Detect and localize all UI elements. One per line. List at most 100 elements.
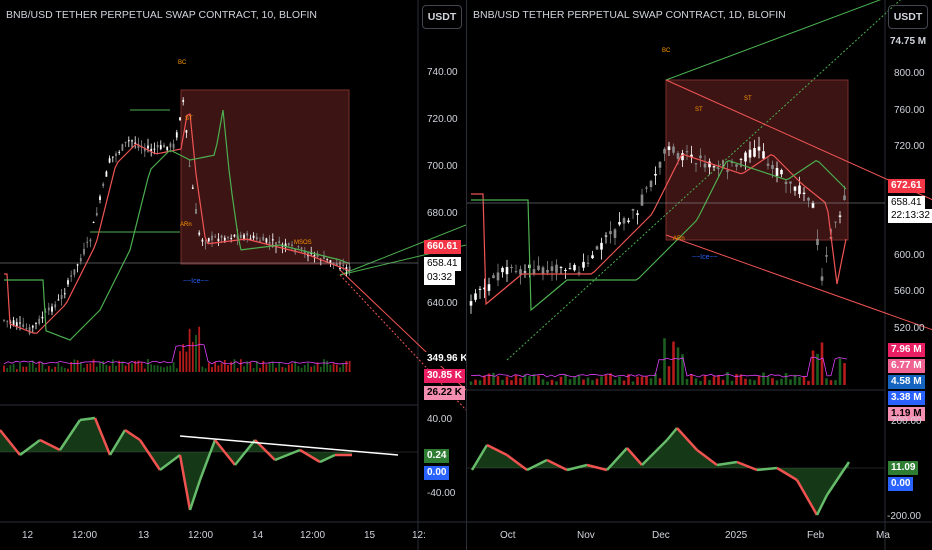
- volume-bar: [537, 375, 540, 385]
- volume-bar: [22, 366, 25, 372]
- volume-bar: [721, 379, 725, 385]
- volume-bar: [798, 376, 801, 385]
- candle-body: [118, 151, 121, 153]
- candle-body: [54, 304, 57, 308]
- candle-body: [67, 280, 69, 285]
- oscillator-line: [666, 427, 678, 441]
- time-label: Ma: [876, 530, 890, 541]
- chart-canvas-left[interactable]: [0, 0, 466, 550]
- volume-bar: [108, 365, 111, 372]
- candle-body: [182, 100, 185, 102]
- volume-bar: [166, 366, 169, 372]
- candle-body: [63, 293, 66, 295]
- volume-bar: [838, 358, 842, 385]
- volume-top-label: 74.75 M: [890, 36, 927, 47]
- candle-body: [568, 268, 572, 270]
- volume-bar: [843, 363, 846, 385]
- candle-body: [217, 238, 220, 242]
- volume-bar: [474, 379, 477, 385]
- candle-body: [195, 209, 197, 214]
- candle-body: [739, 158, 743, 160]
- candle-body: [239, 234, 242, 239]
- volume-bar: [60, 366, 63, 372]
- volume-bar: [153, 365, 156, 372]
- volume-bar: [297, 366, 300, 372]
- candle-body: [249, 238, 252, 241]
- candle-body: [278, 240, 281, 244]
- volume-bar: [294, 361, 297, 372]
- volume-bar: [775, 380, 779, 385]
- volume-bar: [271, 361, 274, 372]
- volume-bar: [699, 380, 702, 385]
- candle-body: [550, 266, 554, 271]
- candle-body: [313, 254, 316, 257]
- chart-pane-left[interactable]: BNB/USD TETHER PERPETUAL SWAP CONTRACT, …: [0, 0, 466, 550]
- volume-bar: [342, 363, 345, 372]
- annotation-ice: ~~Ice~~: [183, 278, 209, 285]
- volume-bar: [762, 372, 765, 385]
- candle-body: [15, 322, 18, 327]
- currency-button-right[interactable]: USDT: [888, 5, 928, 29]
- volume-bar: [220, 363, 223, 372]
- time-label: Feb: [807, 530, 825, 541]
- candle-body: [179, 117, 181, 121]
- volume-bar: [319, 366, 322, 372]
- candle-body: [60, 294, 63, 299]
- candle-body: [757, 146, 761, 151]
- volume-bar: [188, 328, 191, 372]
- candle-body: [19, 322, 21, 324]
- candle-body: [627, 220, 630, 223]
- volume-average: [470, 356, 848, 378]
- volume-bar: [143, 368, 146, 372]
- volume-bar: [15, 368, 18, 372]
- volume-bar: [609, 373, 612, 385]
- oscillator-line: [606, 447, 628, 471]
- volume-bar: [523, 374, 527, 385]
- volume-bar: [717, 375, 720, 385]
- candle-body: [57, 299, 60, 301]
- oscillator-line: [546, 458, 568, 472]
- candle-body: [31, 325, 34, 328]
- time-label: 12:: [412, 530, 426, 541]
- price-label: 600.00: [894, 250, 925, 261]
- price-label: 720.00: [427, 114, 458, 125]
- candle-body: [487, 284, 491, 291]
- volume-bar: [514, 375, 518, 385]
- candle-body: [726, 170, 729, 172]
- oscillator-line: [756, 466, 778, 472]
- candle-body: [124, 141, 127, 143]
- osc-label: -200.00: [887, 511, 921, 522]
- candle-body: [762, 151, 765, 159]
- candle-body: [44, 311, 47, 313]
- volume-bar: [115, 365, 117, 372]
- chart-canvas-right[interactable]: [467, 0, 932, 550]
- candle-body: [649, 180, 653, 188]
- candle-body: [252, 235, 255, 239]
- moving-average-slow: [4, 109, 350, 341]
- volume-bar: [92, 359, 95, 372]
- pane-divider[interactable]: [466, 0, 467, 550]
- time-label: Dec: [652, 530, 670, 541]
- volume-bar: [591, 380, 594, 385]
- volume-bar: [169, 365, 172, 372]
- volume-bar: [185, 351, 188, 372]
- volume-bar: [275, 367, 277, 372]
- oscillator-line: [79, 416, 96, 422]
- volume-bar: [834, 380, 837, 385]
- volume-bar: [57, 362, 60, 372]
- volume-bar: [802, 376, 806, 385]
- oscillator-line: [93, 417, 112, 456]
- volume-bar: [771, 378, 774, 385]
- candle-body: [622, 218, 626, 224]
- candle-body: [604, 235, 608, 237]
- osc-label: 40.00: [427, 414, 453, 425]
- volume-bar: [243, 366, 245, 372]
- volume-badge: 26.22 K: [424, 386, 466, 400]
- candle-body: [92, 221, 95, 223]
- candle-body: [618, 222, 621, 225]
- chart-pane-right[interactable]: BNB/USD TETHER PERPETUAL SWAP CONTRACT, …: [467, 0, 932, 550]
- currency-button-left[interactable]: USDT: [422, 5, 462, 29]
- oscillator-line: [716, 460, 738, 467]
- volume-bar: [766, 376, 770, 385]
- volume-bar: [204, 368, 207, 372]
